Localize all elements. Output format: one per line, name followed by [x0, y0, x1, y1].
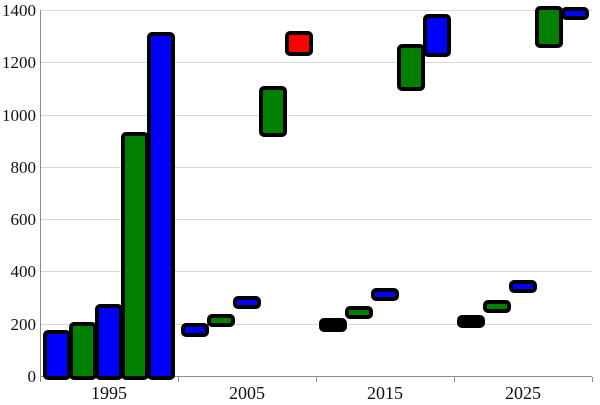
- bar-segment-2005-s2: [207, 314, 235, 328]
- gridline: [40, 62, 592, 64]
- x-axis-tick: [40, 377, 41, 382]
- bar-segment-1995-s3: [95, 304, 123, 380]
- y-tick-label: 1000: [2, 105, 36, 125]
- gridline: [40, 219, 592, 221]
- bar-segment-2015-s3: [371, 288, 399, 302]
- bar-segment-2015-s2: [345, 305, 373, 319]
- bar-segment-1995-s1: [43, 330, 71, 380]
- y-tick-label: 200: [10, 314, 37, 334]
- y-tick-label: 0: [27, 367, 37, 386]
- y-tick-label: 800: [10, 157, 37, 177]
- bar-segment-2015-s5: [423, 13, 451, 58]
- bar-segment-2015-s1: [319, 318, 347, 332]
- y-tick-label: 600: [10, 210, 37, 230]
- x-tick-label: 2015: [367, 383, 403, 403]
- bar-segment-2015-s4: [397, 43, 425, 92]
- bar-segment-1995-s4: [121, 131, 149, 380]
- bar-segment-2025-s3: [509, 280, 537, 294]
- bar-segment-2025-s2: [483, 300, 511, 314]
- x-axis-tick: [178, 377, 179, 382]
- bar-segment-2005-s5: [285, 30, 313, 56]
- gridline: [40, 114, 592, 116]
- bar-segment-2005-s1: [181, 323, 209, 337]
- x-tick-label: 2025: [505, 383, 541, 403]
- x-axis-line: [40, 376, 592, 377]
- bar-segment-1995-s2: [69, 322, 97, 380]
- y-tick-label: 1200: [2, 53, 36, 73]
- x-axis-tick: [592, 377, 593, 382]
- bar-segment-2005-s4: [259, 85, 287, 137]
- gridline: [40, 166, 592, 168]
- x-axis-tick: [316, 377, 317, 382]
- bar-segment-2025-s1: [457, 315, 485, 329]
- gridline: [40, 10, 592, 11]
- bar-segment-2025-s4: [535, 6, 563, 48]
- x-axis-tick: [454, 377, 455, 382]
- bar-segment-2005-s3: [233, 295, 261, 309]
- bar-segment-1995-s5: [147, 32, 175, 380]
- y-axis-line: [40, 10, 41, 376]
- gridline: [40, 271, 592, 273]
- x-tick-label: 1995: [91, 383, 127, 403]
- gridline: [40, 323, 592, 325]
- y-tick-label: 400: [10, 262, 37, 282]
- x-tick-label: 2005: [229, 383, 265, 403]
- bar-segment-2025-s5: [561, 6, 589, 21]
- y-tick-label: 1400: [2, 1, 36, 20]
